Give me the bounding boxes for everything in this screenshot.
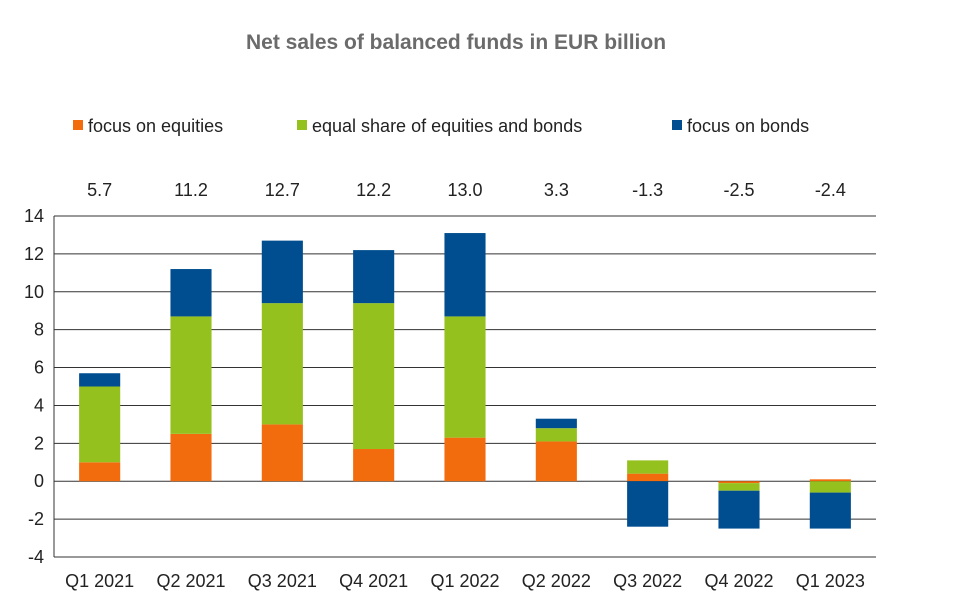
x-tick-labels: Q1 2021 Q2 2021 Q3 2021 Q4 2021 Q1 2022 Q2 20… bbox=[65, 571, 865, 591]
x-tick-label: Q3 2022 bbox=[613, 571, 682, 591]
y-tick-label: 10 bbox=[24, 282, 44, 302]
legend-swatch bbox=[73, 120, 83, 130]
y-tick-labels: -4 -2 0 2 4 6 8 10 12 14 bbox=[24, 206, 44, 567]
y-tick-label: 14 bbox=[24, 206, 44, 226]
bar-segment bbox=[627, 473, 669, 482]
legend-label: focus on bonds bbox=[687, 116, 809, 136]
chart-title: Net sales of balanced funds in EUR billi… bbox=[246, 31, 666, 54]
x-tick-label: Q2 2022 bbox=[522, 571, 591, 591]
bar-segment bbox=[79, 386, 121, 463]
bar-segment bbox=[444, 316, 486, 438]
bar-segment bbox=[718, 481, 760, 484]
bar-segment bbox=[261, 303, 303, 425]
bar-segment bbox=[261, 424, 303, 482]
bar-segment bbox=[79, 462, 121, 482]
bar-totals: 5.7 11.2 12.7 12.2 13.0 3.3 -1.3 -2.5 -2.4 bbox=[87, 180, 846, 200]
legend-label: focus on equities bbox=[88, 116, 223, 136]
y-tick-label: 4 bbox=[34, 395, 44, 415]
x-tick-label: Q4 2022 bbox=[704, 571, 773, 591]
bar-segment bbox=[535, 428, 577, 442]
x-tick-label: Q2 2021 bbox=[156, 571, 225, 591]
total-label: 12.2 bbox=[356, 180, 391, 200]
bar-segment bbox=[353, 303, 395, 450]
total-label: -1.3 bbox=[632, 180, 663, 200]
y-tick-label: -2 bbox=[28, 509, 44, 529]
y-tick-label: 6 bbox=[34, 358, 44, 378]
bars bbox=[79, 233, 851, 529]
legend-label: equal share of equities and bonds bbox=[312, 116, 582, 136]
bar-segment bbox=[718, 483, 760, 491]
x-tick-label: Q1 2022 bbox=[430, 571, 499, 591]
bar-segment bbox=[261, 240, 303, 304]
bar-segment bbox=[170, 316, 212, 434]
bar-segment bbox=[809, 481, 851, 493]
total-label: 5.7 bbox=[87, 180, 112, 200]
axes bbox=[53, 216, 876, 558]
total-label: 11.2 bbox=[174, 180, 208, 200]
x-tick-label: Q1 2023 bbox=[796, 571, 865, 591]
y-tick-label: 0 bbox=[34, 471, 44, 491]
bar-segment bbox=[535, 418, 577, 429]
bar-segment bbox=[627, 460, 669, 474]
total-label: 12.7 bbox=[265, 180, 300, 200]
x-tick-label: Q3 2021 bbox=[248, 571, 317, 591]
bar-segment bbox=[535, 441, 577, 482]
x-tick-label: Q1 2021 bbox=[65, 571, 134, 591]
total-label: -2.5 bbox=[723, 180, 754, 200]
total-label: -2.4 bbox=[815, 180, 846, 200]
bar-segment bbox=[353, 449, 395, 482]
legend-swatch bbox=[297, 120, 307, 130]
bar-segment bbox=[444, 233, 486, 317]
bar-segment bbox=[444, 437, 486, 482]
y-tick-label: 2 bbox=[34, 433, 44, 453]
bar-segment bbox=[809, 479, 851, 482]
total-label: 13.0 bbox=[447, 180, 482, 200]
x-tick-label: Q4 2021 bbox=[339, 571, 408, 591]
bar-segment bbox=[809, 492, 851, 529]
bar-segment bbox=[353, 250, 395, 304]
total-label: 3.3 bbox=[544, 180, 569, 200]
y-tick-label: 8 bbox=[34, 320, 44, 340]
bar-segment bbox=[170, 433, 212, 482]
bar-segment bbox=[718, 490, 760, 529]
bar-segment bbox=[79, 373, 121, 387]
bar-segment bbox=[170, 269, 212, 317]
legend: focus on equities equal share of equities… bbox=[73, 116, 809, 136]
y-tick-label: -4 bbox=[28, 547, 44, 567]
legend-swatch bbox=[672, 120, 682, 130]
bar-segment bbox=[627, 481, 669, 527]
y-tick-label: 12 bbox=[24, 244, 44, 264]
